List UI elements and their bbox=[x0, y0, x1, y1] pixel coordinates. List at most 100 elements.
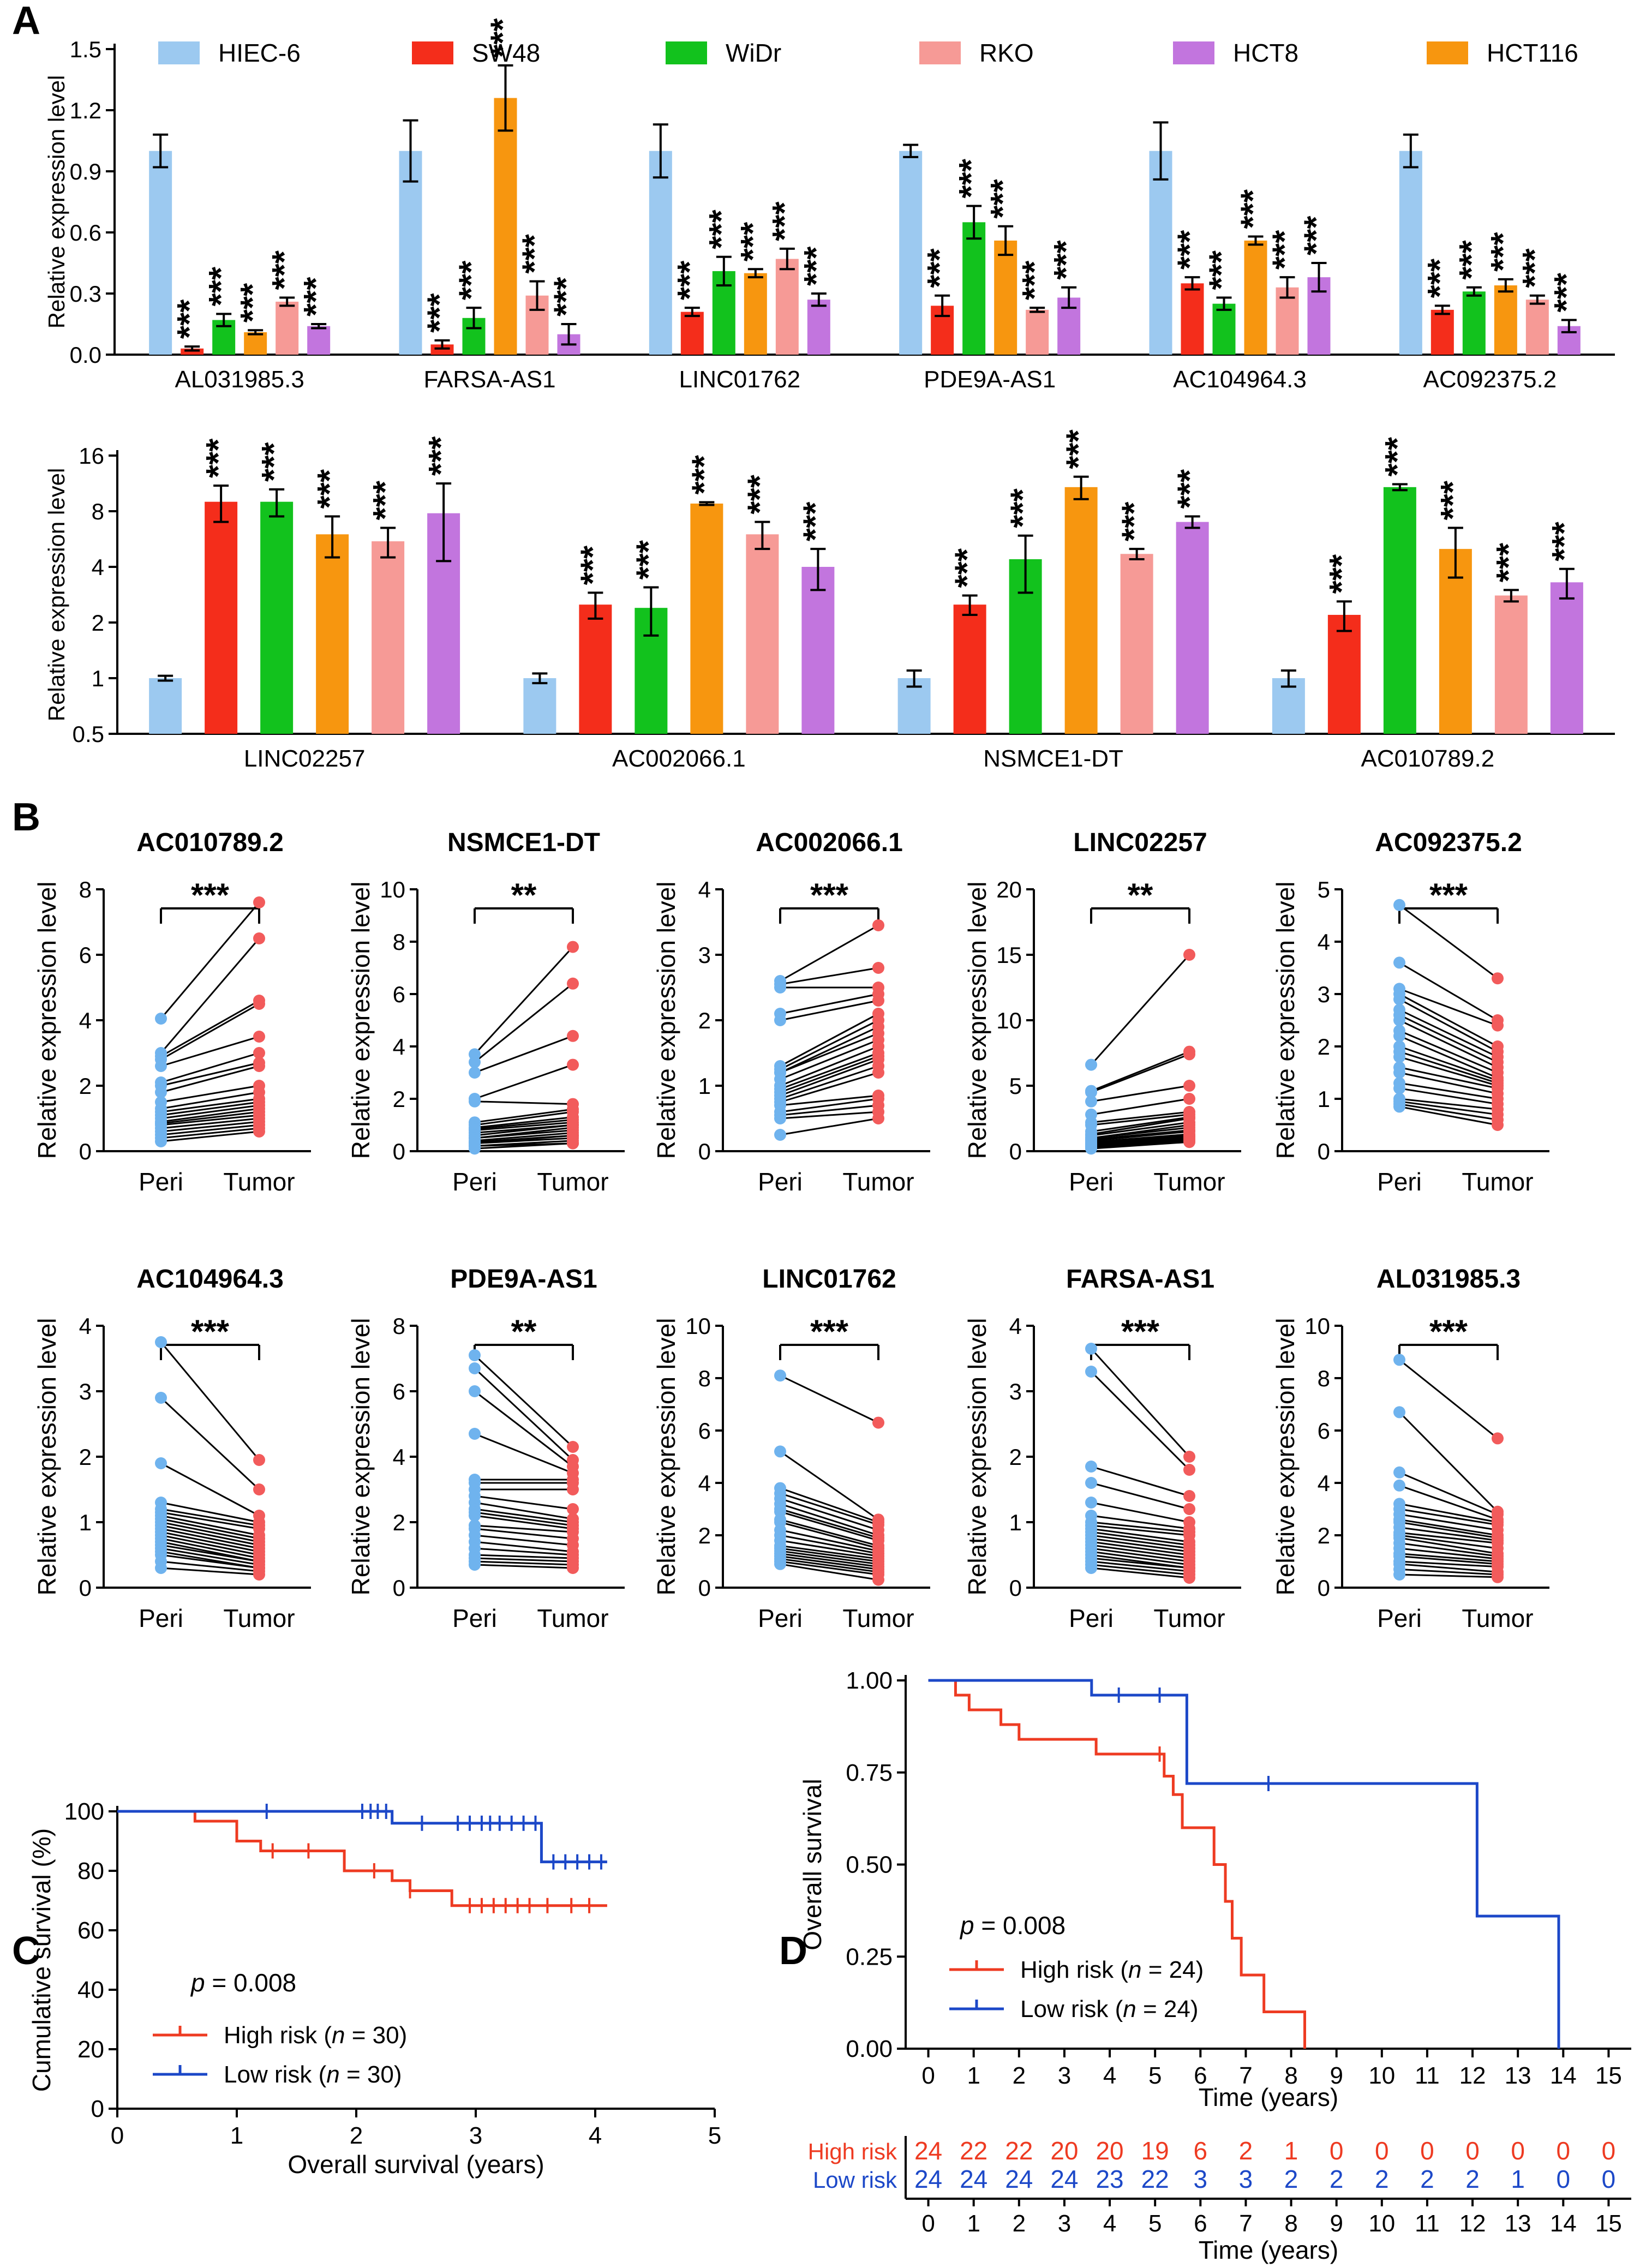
b-ac092375-2-pair-line bbox=[1399, 1014, 1498, 1063]
A1-significance-label: *** bbox=[953, 158, 990, 198]
km-d-legend-low-risk-label-part: = 24) bbox=[1136, 1996, 1199, 2022]
b-nsmce1-dt-y-tick-label: 10 bbox=[380, 877, 405, 902]
A1-y-tick-label: 0.6 bbox=[70, 220, 101, 246]
b-linc02257-tumor-point bbox=[1183, 1048, 1195, 1061]
b-ac010789-2-pair-line bbox=[160, 1108, 260, 1123]
b-ac092375-2-pair-line bbox=[1399, 1105, 1498, 1126]
b-linc01762-pair-line bbox=[780, 1498, 879, 1531]
risk-table-x-label: Time (years) bbox=[1199, 2236, 1338, 2264]
km-c-y-tick-label: 20 bbox=[77, 2036, 104, 2063]
b-linc01762-pair-line bbox=[780, 1550, 879, 1565]
legend-swatch-hiec-6 bbox=[158, 41, 200, 64]
b-ac010789-2-pair-line bbox=[160, 1111, 260, 1124]
b-ac010789-2-pair-line bbox=[160, 1000, 260, 1057]
km-c-p-value-part: p bbox=[190, 1968, 205, 1997]
b-ac092375-2-pair-line bbox=[1399, 1009, 1498, 1058]
b-nsmce1-dt-pair-line bbox=[474, 1108, 573, 1123]
b-farsa-as1-pair-line bbox=[1091, 1537, 1190, 1553]
b-farsa-as1-peri-point bbox=[1085, 1497, 1097, 1509]
km-d-x-tick-label: 1 bbox=[967, 2062, 980, 2089]
b-ac002066-1-pair-line bbox=[780, 1098, 879, 1113]
A1-significance-label: *** bbox=[984, 179, 1022, 219]
b-ac002066-1-peri-point bbox=[774, 1129, 786, 1141]
km-c-y-tick-label: 100 bbox=[64, 1798, 104, 1825]
b-ac010789-2-tumor-point bbox=[253, 1126, 265, 1138]
b-ac104964-3-pair-line bbox=[160, 1534, 260, 1556]
A1-bar bbox=[1430, 309, 1454, 355]
b-ac092375-2-pair-line bbox=[1399, 993, 1498, 1048]
risk-table-tick-label: 5 bbox=[1148, 2210, 1162, 2237]
A2-x-tick-label: AC010789.2 bbox=[1361, 745, 1495, 772]
A1-bar bbox=[899, 151, 923, 355]
b-farsa-as1-pair-line bbox=[1091, 1541, 1190, 1556]
b-nsmce1-dt-tumor-point bbox=[567, 1137, 579, 1150]
b-al031985-3-pair-line bbox=[1399, 1527, 1498, 1542]
b-pde9a-as1-pair-line bbox=[474, 1390, 573, 1468]
b-ac010789-2-peri-point bbox=[155, 1013, 167, 1025]
b-ac092375-2-pair-line bbox=[1399, 1087, 1498, 1105]
A1-bar bbox=[775, 259, 799, 355]
b-al031985-3-pair-line bbox=[1399, 1508, 1498, 1526]
b-ac010789-2-tumor-point bbox=[253, 932, 265, 944]
b-al031985-3-peri-point bbox=[1393, 1466, 1405, 1479]
km-c-legend-low-risk-label-part: Low risk ( bbox=[224, 2061, 327, 2088]
A1-bar bbox=[276, 301, 299, 355]
risk-table-count: 19 bbox=[1141, 2137, 1169, 2165]
b-farsa-as1-peri-point bbox=[1085, 1343, 1097, 1355]
A1-x-tick-label: AC104964.3 bbox=[1173, 366, 1307, 393]
b-nsmce1-dt-pair-line bbox=[474, 1035, 573, 1074]
A2-significance-label: *** bbox=[1004, 488, 1042, 528]
km-d-p-value-part: p bbox=[959, 1911, 974, 1940]
risk-table-tick-label: 10 bbox=[1368, 2210, 1395, 2237]
b-linc01762-pair-line bbox=[780, 1555, 879, 1570]
b-linc02257-peri-point bbox=[1085, 1142, 1097, 1155]
b-al031985-3-pair-line bbox=[1399, 1563, 1498, 1573]
b-linc01762-pair-line bbox=[780, 1545, 879, 1560]
b-linc01762-y-tick-label: 4 bbox=[698, 1470, 711, 1496]
A1-bar bbox=[1244, 240, 1267, 355]
b-ac010789-2-x-tick-label: Peri bbox=[139, 1168, 183, 1196]
b-farsa-as1-pair-line bbox=[1091, 1524, 1190, 1536]
A1-significance-label: *** bbox=[548, 277, 585, 316]
km-d-x-tick-label: 12 bbox=[1459, 2062, 1486, 2089]
km-d-y-tick-label: 0.00 bbox=[846, 2036, 893, 2062]
b-ac092375-2-pair-line bbox=[1399, 1100, 1498, 1116]
risk-table-count: 0 bbox=[1330, 2137, 1344, 2165]
A2-significance-label: *** bbox=[630, 540, 667, 579]
A1-significance-label: *** bbox=[921, 248, 959, 288]
legend-label-hct8: HCT8 bbox=[1233, 39, 1298, 67]
b-al031985-3-pair-line bbox=[1399, 1573, 1498, 1578]
risk-table-row-label-high: High risk bbox=[808, 2139, 897, 2164]
b-farsa-as1-pair-line bbox=[1091, 1560, 1190, 1572]
b-ac002066-1-y-label: Relative expression level bbox=[652, 882, 680, 1159]
b-pde9a-as1-y-tick-label: 2 bbox=[393, 1510, 405, 1535]
b-linc02257-pair-line bbox=[1091, 1085, 1190, 1103]
b-linc01762-pair-line bbox=[780, 1503, 879, 1536]
b-al031985-3-pair-line bbox=[1399, 1555, 1498, 1565]
b-ac092375-2-y-tick-label: 4 bbox=[1318, 929, 1330, 955]
km-c-high-risk-curve bbox=[117, 1810, 607, 1907]
b-farsa-as1-tumor-point bbox=[1183, 1464, 1195, 1476]
A1-bar bbox=[1149, 151, 1172, 355]
b-pde9a-as1-peri-point bbox=[469, 1385, 481, 1397]
b-pde9a-as1-pair-line bbox=[474, 1528, 573, 1540]
b-ac002066-1-pair-line bbox=[780, 1000, 879, 1021]
b-ac092375-2-peri-point bbox=[1393, 1067, 1405, 1079]
b-al031985-3-pair-line bbox=[1399, 1547, 1498, 1560]
A1-y-label: Relative expression level bbox=[44, 75, 69, 329]
b-ac092375-2-y-label: Relative expression level bbox=[1271, 882, 1300, 1159]
b-ac002066-1-pair-line bbox=[780, 1117, 879, 1136]
b-ac010789-2-pair-line bbox=[160, 938, 260, 1054]
A2-significance-label: *** bbox=[1434, 480, 1472, 520]
b-ac104964-3-pair-line bbox=[160, 1531, 260, 1553]
A2-bar bbox=[746, 534, 779, 734]
risk-table-tick-label: 15 bbox=[1595, 2210, 1622, 2237]
b-ac092375-2-pair-line bbox=[1399, 1082, 1498, 1100]
A1-bar bbox=[649, 151, 672, 355]
b-pde9a-as1-pair-line bbox=[474, 1433, 573, 1474]
b-al031985-3-tumor-point bbox=[1492, 1571, 1504, 1583]
legend-label-hiec-6: HIEC-6 bbox=[218, 39, 301, 67]
b-linc01762-pair-line bbox=[780, 1451, 879, 1521]
b-al031985-3-pair-line bbox=[1399, 1513, 1498, 1531]
risk-table-count: 0 bbox=[1557, 2165, 1571, 2193]
